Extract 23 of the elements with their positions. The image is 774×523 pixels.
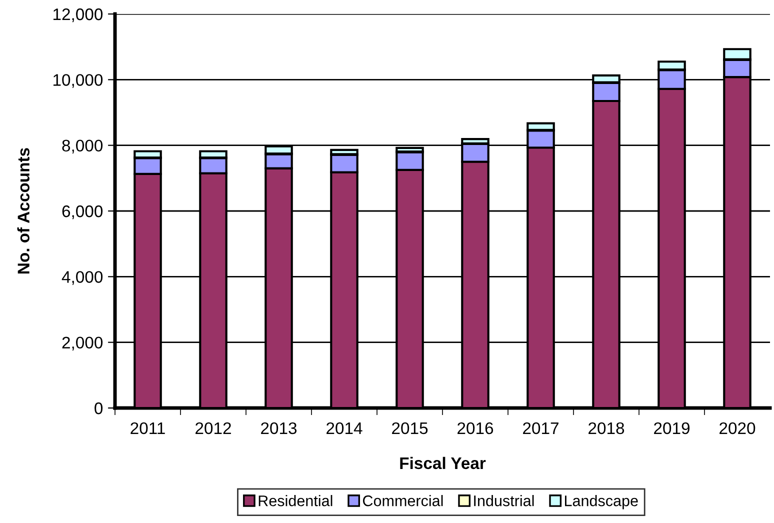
x-axis-title: Fiscal Year — [400, 456, 486, 470]
x-tick-label: 2014 — [326, 422, 362, 434]
y-tick-label: 12,000 — [53, 8, 103, 22]
x-tick-label: 2018 — [588, 422, 624, 434]
y-tick-label: 8,000 — [62, 140, 103, 154]
x-tick-label: 2013 — [261, 422, 297, 434]
legend-label: Industrial — [474, 495, 534, 506]
y-tick-label: 4,000 — [62, 271, 103, 285]
y-axis-title: No. of Accounts — [17, 148, 30, 274]
y-tick-label: 0 — [94, 402, 103, 414]
x-tick-label: 2020 — [720, 422, 756, 434]
legend-label: Residential — [258, 495, 332, 506]
x-tick-label: 2011 — [130, 422, 165, 434]
x-tick-label: 2016 — [458, 422, 494, 434]
y-tick-label: 6,000 — [62, 205, 103, 220]
x-tick-label: 2015 — [392, 422, 428, 434]
x-tick-label: 2017 — [523, 422, 558, 434]
x-tick-label: 2019 — [654, 422, 690, 434]
y-tick-label: 10,000 — [53, 74, 103, 88]
y-tick-label: 2,000 — [62, 336, 103, 351]
x-tick-label: 2012 — [196, 422, 231, 434]
legend-label: Commercial — [362, 495, 443, 506]
legend-label: Landscape — [565, 495, 638, 510]
